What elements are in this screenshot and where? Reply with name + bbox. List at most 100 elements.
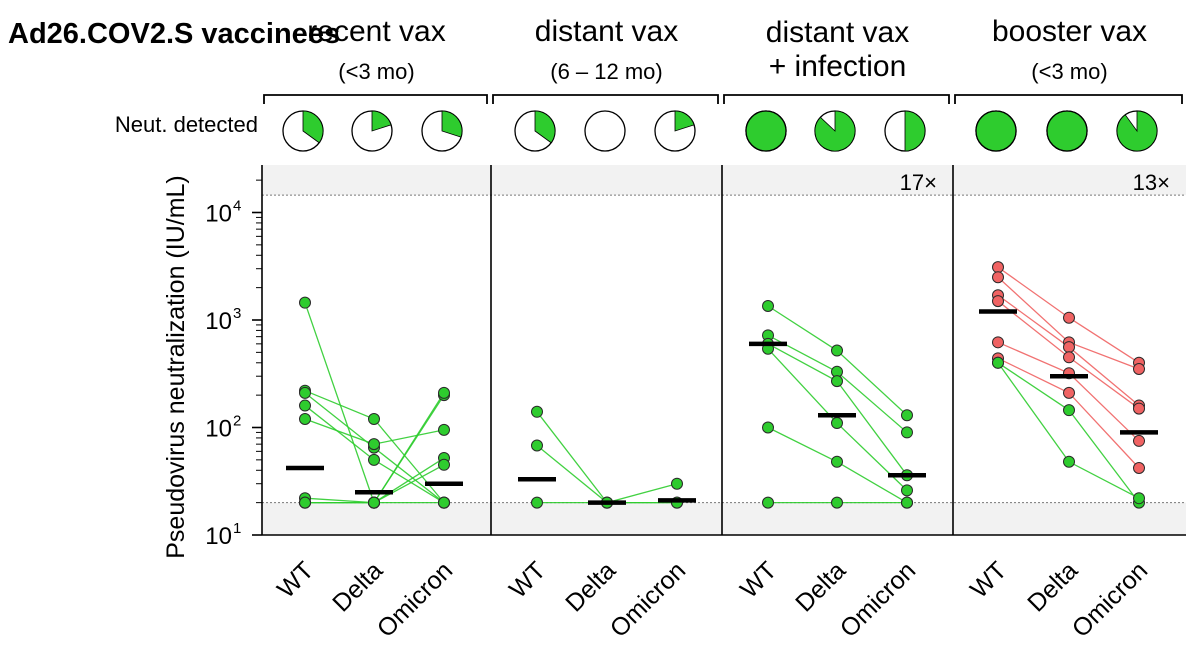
group-subtitle: (<3 mo) xyxy=(1031,59,1107,84)
data-point xyxy=(1133,363,1145,376)
detection-pie-slice xyxy=(441,110,463,138)
x-tick-label: Omicron xyxy=(835,556,922,643)
data-point xyxy=(438,496,450,509)
data-point xyxy=(1063,386,1075,399)
data-point xyxy=(368,438,380,451)
detection-pie-slice xyxy=(1046,110,1088,152)
subject-line xyxy=(767,305,908,416)
detection-pie-slice xyxy=(1116,110,1158,152)
group-bracket xyxy=(263,94,488,104)
data-point xyxy=(901,426,913,439)
x-tick-label: Delta xyxy=(560,556,621,617)
data-point xyxy=(1063,404,1075,417)
group-title: distant vax xyxy=(766,16,909,49)
data-point xyxy=(299,399,311,412)
y-tick-exponent: 3 xyxy=(233,305,241,322)
y-tick-label: 10 xyxy=(205,416,232,443)
data-point xyxy=(531,405,543,418)
data-point xyxy=(299,296,311,309)
data-point xyxy=(1063,311,1075,324)
data-point xyxy=(299,496,311,509)
group-bracket xyxy=(954,94,1183,104)
x-tick-label: WT xyxy=(272,556,319,603)
limit-shading xyxy=(262,165,1186,535)
group-titles: recent vax (<3 mo) distant vax (6 – 12 mo) d… xyxy=(307,15,1147,84)
x-tick-label: Delta xyxy=(1022,556,1083,617)
detection-pie-slice xyxy=(745,110,787,152)
group-subtitle: (6 – 12 mo) xyxy=(550,59,663,84)
x-tick-label: WT xyxy=(735,556,782,603)
data-point xyxy=(831,375,843,388)
group-title: booster vax xyxy=(992,15,1147,48)
data-point xyxy=(531,496,543,509)
detection-pie-slice xyxy=(371,110,392,132)
detection-pie-slice xyxy=(302,110,324,144)
group-title: recent vax xyxy=(307,15,445,48)
x-tick-label: WT xyxy=(504,556,551,603)
data-point xyxy=(368,496,380,509)
data-point xyxy=(762,421,774,434)
group-subtitle: (<3 mo) xyxy=(338,59,414,84)
group-bracket xyxy=(492,94,719,104)
y-tick-exponent: 2 xyxy=(233,413,241,430)
data-point xyxy=(992,261,1004,274)
data-point xyxy=(992,356,1004,369)
subject-line xyxy=(997,362,1140,499)
data-point xyxy=(1063,351,1075,364)
data-point xyxy=(762,496,774,509)
data-point xyxy=(831,344,843,357)
subject-line xyxy=(767,343,908,476)
detection-pie-slice xyxy=(904,110,926,152)
data-point xyxy=(299,386,311,399)
data-point xyxy=(368,453,380,466)
subject-line xyxy=(304,302,445,505)
data-point xyxy=(992,295,1004,308)
data-point xyxy=(901,496,913,509)
upper-limit-shade xyxy=(262,165,1186,196)
data-point xyxy=(762,299,774,312)
data-point xyxy=(438,458,450,471)
group-bracket xyxy=(723,94,950,104)
plot-frame xyxy=(261,165,1186,536)
data-point xyxy=(1133,462,1145,475)
y-axis-label: Pseudovirus neutralization (IU/mL) xyxy=(162,175,190,559)
y-tick-label: 10 xyxy=(205,308,232,335)
data-point xyxy=(1133,434,1145,447)
group-brackets xyxy=(263,94,1183,104)
x-tick-label: WT xyxy=(965,556,1012,603)
data-point xyxy=(1063,341,1075,354)
data-point xyxy=(438,423,450,436)
data-point xyxy=(992,336,1004,349)
detection-pie-bg xyxy=(584,110,626,152)
data-point xyxy=(1063,455,1075,468)
y-tick-exponent: 4 xyxy=(233,198,241,215)
data-point xyxy=(831,417,843,430)
data-point xyxy=(901,409,913,422)
chart-title: Ad26.COV2.S vaccinees xyxy=(8,18,340,50)
data-point xyxy=(992,271,1004,284)
data-point xyxy=(368,412,380,425)
x-tick-label: Delta xyxy=(790,556,851,617)
x-tick-label: Omicron xyxy=(605,556,692,643)
lower-limit-shade xyxy=(262,502,1186,535)
data-point xyxy=(531,439,543,452)
detection-pie-slice xyxy=(534,110,556,144)
detection-pie-slice xyxy=(674,110,695,132)
data-point xyxy=(831,455,843,468)
data-point xyxy=(438,386,450,399)
y-tick-label: 10 xyxy=(205,201,232,228)
x-tick-label: Delta xyxy=(327,556,388,617)
data-point xyxy=(1133,402,1145,415)
data-point xyxy=(901,484,913,497)
subject-line xyxy=(997,362,1140,504)
x-tick-label: Omicron xyxy=(1067,556,1154,643)
data-point xyxy=(831,496,843,509)
group-subtitle: + infection xyxy=(769,50,907,83)
y-tick-label: 10 xyxy=(205,523,232,550)
detection-pie-slice xyxy=(814,110,856,152)
group-title: distant vax xyxy=(535,15,678,48)
detection-pie-slice xyxy=(975,110,1017,152)
